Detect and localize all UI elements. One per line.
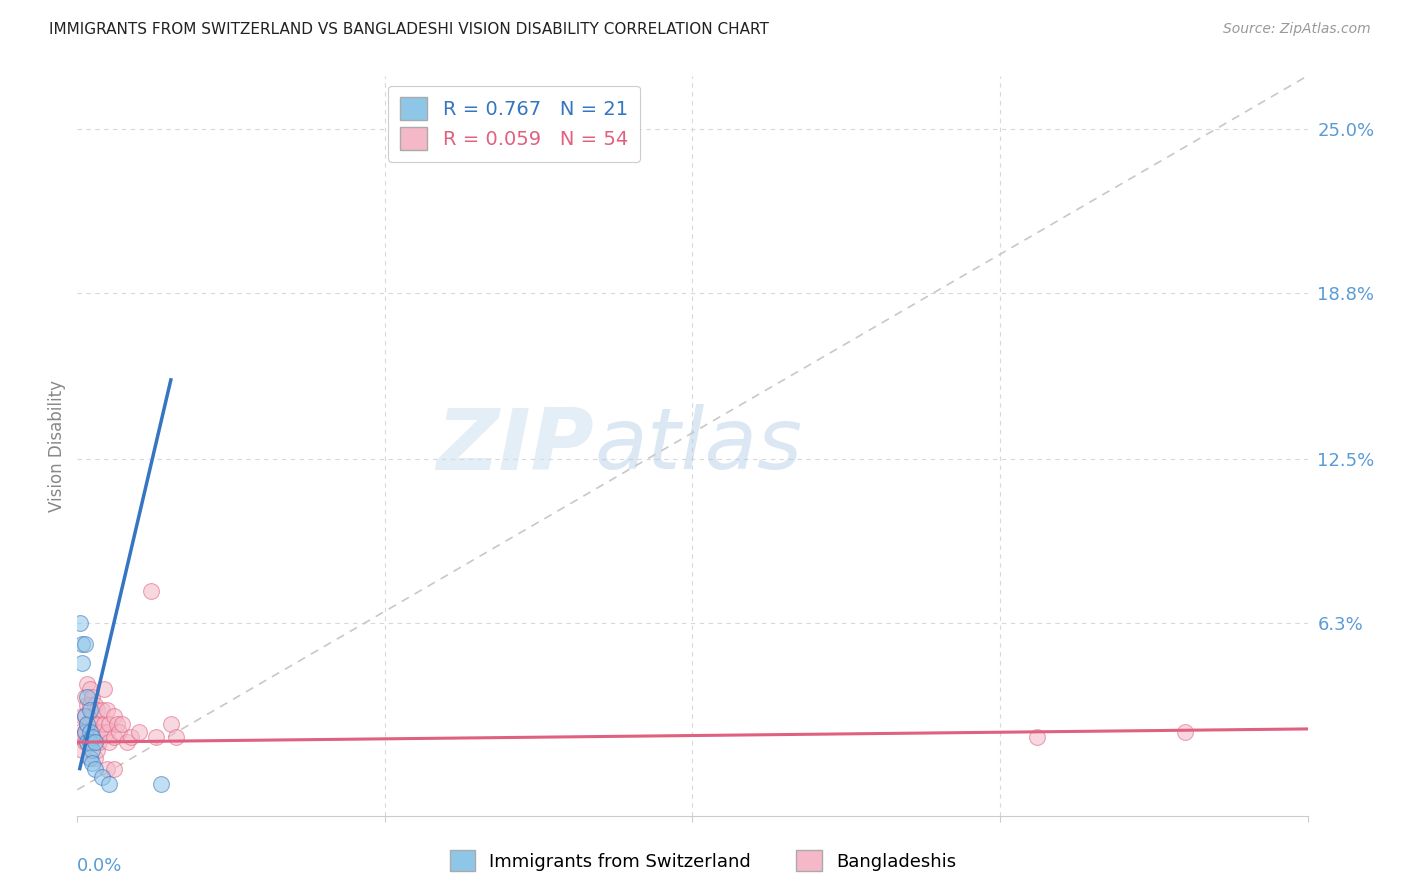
Point [82,730,104,744]
Point [98,735,121,749]
Point [128,724,150,739]
Point [73,690,96,705]
Point [98,777,121,791]
Point [82,724,104,739]
Point [90,703,114,717]
Point [79,682,101,697]
Point [121,730,143,744]
Point [79,751,101,765]
Point [73,724,96,739]
Point [70,730,93,744]
Point [98,716,121,731]
Point [160,716,183,731]
Point [79,698,101,712]
Point [83,698,105,712]
Point [89,735,111,749]
Point [76,698,98,712]
Point [76,716,98,731]
Point [1026,730,1049,744]
Point [79,751,101,765]
Point [73,724,96,739]
Point [150,777,173,791]
Point [69,616,91,631]
Point [70,637,93,651]
Point [83,735,105,749]
Point [83,762,105,776]
Point [108,724,131,739]
Point [76,735,98,749]
Legend: R = 0.767   N = 21, R = 0.059   N = 54: R = 0.767 N = 21, R = 0.059 N = 54 [388,86,640,161]
Point [96,762,118,776]
Point [103,708,125,723]
Point [73,735,96,749]
Point [79,724,101,739]
Point [70,743,93,757]
Point [76,690,98,705]
Point [86,724,108,739]
Point [79,703,101,717]
Point [76,716,98,731]
Point [145,730,167,744]
Point [82,690,104,705]
Point [83,751,105,765]
Point [82,735,104,749]
Point [111,716,132,731]
Point [105,716,128,731]
Point [79,735,101,749]
Point [82,756,104,771]
Point [83,735,105,749]
Point [83,716,105,731]
Text: Source: ZipAtlas.com: Source: ZipAtlas.com [1223,22,1371,37]
Point [1174,724,1197,739]
Point [103,762,125,776]
Point [79,716,101,731]
Point [69,724,91,739]
Point [96,724,118,739]
Text: 0.0%: 0.0% [77,857,122,875]
Y-axis label: Vision Disability: Vision Disability [48,380,66,512]
Point [103,730,125,744]
Point [93,682,115,697]
Text: ZIP: ZIP [436,404,595,488]
Point [70,656,93,670]
Point [76,735,98,749]
Legend: Immigrants from Switzerland, Bangladeshis: Immigrants from Switzerland, Bangladeshi… [443,843,963,879]
Point [165,730,187,744]
Point [73,708,96,723]
Point [73,637,96,651]
Point [89,716,111,731]
Point [73,708,96,723]
Point [141,584,163,599]
Point [76,677,98,691]
Text: atlas: atlas [595,404,801,488]
Point [82,743,104,757]
Point [96,703,118,717]
Point [82,708,104,723]
Point [86,743,108,757]
Point [90,770,114,784]
Text: IMMIGRANTS FROM SWITZERLAND VS BANGLADESHI VISION DISABILITY CORRELATION CHART: IMMIGRANTS FROM SWITZERLAND VS BANGLADES… [49,22,769,37]
Point [79,735,101,749]
Point [115,735,138,749]
Point [86,703,108,717]
Point [90,724,114,739]
Point [70,708,93,723]
Point [93,716,115,731]
